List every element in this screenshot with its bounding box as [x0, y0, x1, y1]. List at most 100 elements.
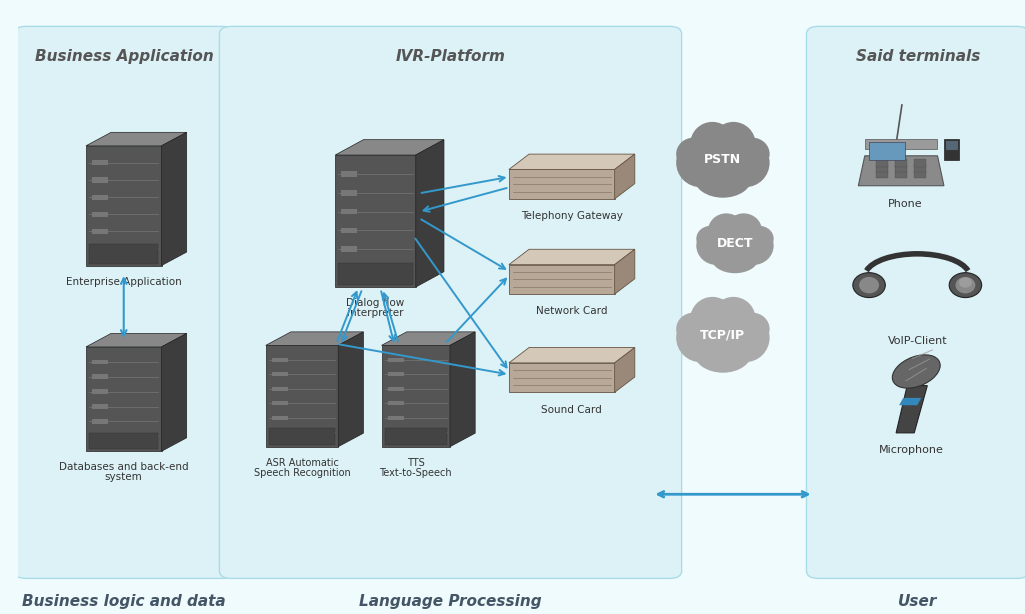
Text: Speech Recognition: Speech Recognition — [253, 468, 351, 478]
Text: Microphone: Microphone — [878, 445, 944, 455]
Polygon shape — [858, 156, 944, 186]
FancyBboxPatch shape — [14, 26, 235, 578]
Polygon shape — [876, 171, 889, 178]
Text: Business Application: Business Application — [35, 49, 213, 64]
Ellipse shape — [688, 126, 757, 193]
Polygon shape — [272, 416, 288, 420]
Polygon shape — [92, 195, 108, 200]
Ellipse shape — [744, 226, 774, 252]
Ellipse shape — [853, 273, 886, 298]
Polygon shape — [944, 139, 959, 160]
Polygon shape — [272, 372, 288, 376]
Text: Language Processing: Language Processing — [359, 594, 542, 609]
Polygon shape — [92, 177, 108, 182]
Polygon shape — [387, 401, 404, 405]
Ellipse shape — [708, 214, 744, 249]
Ellipse shape — [690, 122, 735, 166]
Polygon shape — [272, 401, 288, 405]
Polygon shape — [92, 212, 108, 217]
Polygon shape — [272, 430, 288, 434]
Polygon shape — [89, 432, 159, 449]
Ellipse shape — [676, 313, 711, 345]
Text: interpreter: interpreter — [347, 308, 404, 318]
Polygon shape — [509, 348, 634, 363]
Text: system: system — [105, 472, 142, 482]
FancyBboxPatch shape — [219, 26, 682, 578]
Polygon shape — [265, 332, 364, 345]
Ellipse shape — [893, 355, 940, 388]
Text: Telephony Gateway: Telephony Gateway — [521, 211, 623, 221]
Text: PSTN: PSTN — [704, 154, 741, 166]
Polygon shape — [450, 332, 476, 447]
Ellipse shape — [721, 138, 770, 187]
Ellipse shape — [735, 313, 770, 345]
Polygon shape — [387, 430, 404, 434]
Ellipse shape — [706, 217, 764, 270]
Polygon shape — [86, 347, 162, 451]
Polygon shape — [86, 146, 162, 266]
Polygon shape — [896, 386, 928, 433]
Polygon shape — [387, 416, 404, 420]
Polygon shape — [876, 160, 889, 167]
Polygon shape — [509, 154, 634, 169]
Text: TCP/IP: TCP/IP — [700, 328, 745, 341]
Polygon shape — [265, 345, 338, 447]
Polygon shape — [387, 387, 404, 391]
Polygon shape — [338, 263, 413, 286]
Polygon shape — [162, 333, 187, 451]
Text: Enterprise Application: Enterprise Application — [66, 277, 181, 287]
Text: VoIP-Client: VoIP-Client — [888, 336, 947, 346]
Polygon shape — [615, 154, 634, 199]
Polygon shape — [341, 246, 358, 252]
Text: Said terminals: Said terminals — [856, 49, 980, 64]
Polygon shape — [387, 358, 404, 362]
Ellipse shape — [696, 227, 737, 265]
Polygon shape — [341, 209, 358, 214]
Text: Business logic and data: Business logic and data — [23, 594, 227, 609]
Polygon shape — [335, 155, 416, 287]
Text: IVR-Platform: IVR-Platform — [396, 49, 505, 64]
Polygon shape — [92, 229, 108, 234]
Polygon shape — [335, 140, 444, 155]
Polygon shape — [509, 249, 634, 265]
Polygon shape — [615, 348, 634, 392]
Polygon shape — [914, 160, 926, 167]
Polygon shape — [341, 265, 358, 271]
Polygon shape — [615, 249, 634, 294]
Polygon shape — [876, 165, 889, 173]
Polygon shape — [86, 333, 187, 347]
Polygon shape — [338, 332, 364, 447]
Ellipse shape — [949, 273, 982, 298]
Text: TTS: TTS — [407, 458, 424, 468]
Polygon shape — [416, 140, 444, 287]
Polygon shape — [341, 171, 358, 177]
Polygon shape — [381, 345, 450, 447]
Ellipse shape — [706, 236, 737, 264]
Polygon shape — [509, 363, 615, 392]
Polygon shape — [92, 375, 108, 379]
Text: ASR Automatic: ASR Automatic — [265, 458, 338, 468]
Polygon shape — [86, 133, 187, 146]
Ellipse shape — [955, 277, 976, 293]
Polygon shape — [269, 429, 335, 445]
Polygon shape — [868, 142, 905, 160]
Polygon shape — [914, 165, 926, 173]
Polygon shape — [341, 190, 358, 196]
Ellipse shape — [694, 332, 752, 373]
Ellipse shape — [721, 313, 770, 362]
Polygon shape — [92, 434, 108, 438]
Ellipse shape — [688, 326, 726, 361]
Text: Phone: Phone — [888, 200, 922, 209]
Ellipse shape — [721, 326, 757, 361]
Polygon shape — [895, 160, 907, 167]
Polygon shape — [92, 246, 108, 251]
Ellipse shape — [676, 138, 711, 170]
Polygon shape — [387, 372, 404, 376]
Polygon shape — [895, 165, 907, 173]
Polygon shape — [341, 228, 358, 233]
Ellipse shape — [694, 157, 752, 198]
Ellipse shape — [958, 278, 972, 288]
Ellipse shape — [696, 226, 726, 252]
Text: Text-to-Speech: Text-to-Speech — [379, 468, 452, 478]
Ellipse shape — [711, 297, 755, 341]
